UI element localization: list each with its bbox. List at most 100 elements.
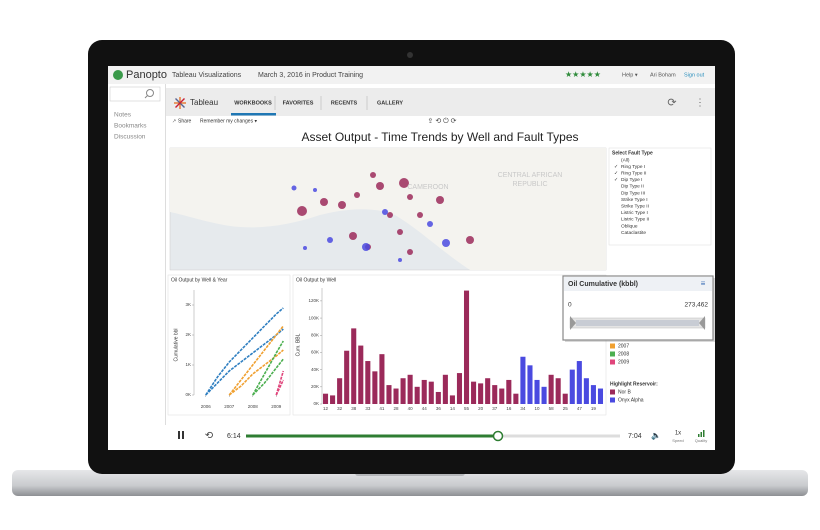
- map-label: CENTRAL AFRICAN: [498, 172, 563, 179]
- bar[interactable]: [322, 393, 329, 404]
- bar[interactable]: [478, 383, 484, 404]
- bar[interactable]: [435, 391, 441, 404]
- bar[interactable]: [449, 395, 455, 404]
- bar[interactable]: [421, 379, 427, 404]
- slider-handle[interactable]: [570, 316, 576, 330]
- bar[interactable]: [583, 378, 589, 404]
- x-tick-label: 10: [535, 406, 541, 411]
- laptop-base: [12, 470, 808, 496]
- bar[interactable]: [527, 365, 533, 404]
- bar[interactable]: [576, 361, 582, 404]
- refresh-button[interactable]: ⟳: [667, 97, 676, 109]
- bar[interactable]: [372, 371, 378, 404]
- bar[interactable]: [337, 378, 343, 404]
- bar[interactable]: [442, 374, 448, 404]
- speed-button[interactable]: 1x: [675, 431, 681, 437]
- help-menu[interactable]: Help ▾: [622, 72, 638, 78]
- toolbar-icons[interactable]: ⇪ ⟲ ⏻ ⟳: [428, 117, 457, 125]
- filter-option[interactable]: Dip Type II: [621, 184, 644, 190]
- tab[interactable]: RECENTS: [331, 100, 358, 106]
- filter-option[interactable]: Listric Type II: [621, 217, 649, 223]
- tableau-logo-icon: [174, 97, 186, 109]
- bar[interactable]: [456, 373, 463, 404]
- x-tick-label: 12: [323, 406, 329, 411]
- search-box[interactable]: [109, 86, 161, 102]
- bar[interactable]: [569, 369, 575, 404]
- bar[interactable]: [506, 379, 512, 404]
- filter-option[interactable]: Dip Type III: [621, 190, 645, 196]
- filter-option[interactable]: Ring Type II: [621, 170, 647, 176]
- filter-option[interactable]: Ring Type I: [621, 164, 645, 170]
- bar[interactable]: [393, 388, 399, 404]
- filter-option[interactable]: Cataclastite: [621, 230, 646, 236]
- more-button[interactable]: ⋮: [695, 98, 705, 109]
- progress-knob[interactable]: [492, 430, 504, 442]
- tab[interactable]: GALLERY: [377, 100, 403, 106]
- bar[interactable]: [590, 385, 596, 404]
- legend-label: Nor B: [618, 389, 631, 395]
- remember-changes[interactable]: Remember my changes ▾: [200, 118, 257, 124]
- bar[interactable]: [541, 386, 547, 404]
- tabs: WORKBOOKS FAVORITES RECENTS GALLERY: [231, 96, 403, 116]
- filter-option[interactable]: (All): [621, 157, 630, 163]
- x-tick-label: 36: [436, 406, 442, 411]
- bar[interactable]: [379, 354, 385, 404]
- bar[interactable]: [492, 385, 498, 404]
- sidebar-item[interactable]: Discussion: [114, 134, 146, 141]
- x-tick-label: 2006: [201, 404, 212, 409]
- legend-label: 2008: [618, 351, 629, 357]
- tab[interactable]: FAVORITES: [283, 100, 314, 106]
- bar[interactable]: [555, 378, 561, 404]
- slider-title: Oil Cumulative (kbbl): [568, 281, 638, 288]
- slider-handle[interactable]: [699, 316, 705, 330]
- rewind-button[interactable]: ⟲: [205, 431, 214, 442]
- map-point: [376, 182, 384, 190]
- y-tick-label: 40K: [311, 367, 319, 372]
- bar[interactable]: [358, 345, 364, 404]
- panopto-header: [108, 66, 715, 84]
- bar[interactable]: [597, 388, 604, 404]
- tableau-logo: Tableau: [190, 98, 218, 107]
- bar[interactable]: [485, 378, 491, 404]
- bar[interactable]: [386, 385, 392, 404]
- bar[interactable]: [330, 395, 336, 404]
- quality-icon[interactable]: [698, 430, 705, 437]
- line-chart-title: Oil Output by Well & Year: [171, 277, 228, 283]
- map-point: [382, 209, 388, 215]
- bar[interactable]: [400, 378, 406, 404]
- line: [252, 358, 284, 396]
- filter-option[interactable]: Dip Type I: [621, 177, 643, 183]
- bar[interactable]: [428, 381, 434, 404]
- bar[interactable]: [499, 388, 505, 404]
- legend-swatch: [610, 359, 615, 365]
- sidebar-item[interactable]: Bookmarks: [114, 123, 147, 130]
- filter-option[interactable]: Strike Type II: [621, 203, 649, 209]
- bar[interactable]: [344, 350, 350, 404]
- pause-button[interactable]: [178, 431, 180, 439]
- bar[interactable]: [414, 386, 420, 404]
- bar[interactable]: [513, 393, 519, 404]
- slider-menu[interactable]: ≡: [701, 279, 706, 288]
- share-button[interactable]: Share: [178, 118, 192, 124]
- bar[interactable]: [534, 379, 540, 404]
- filter-option[interactable]: Listric Type I: [621, 210, 648, 216]
- line-chart-y-label: Cumulative bbl: [173, 328, 179, 361]
- sign-out[interactable]: Sign out: [684, 72, 705, 78]
- volume-button[interactable]: 🔈: [651, 431, 661, 440]
- bar[interactable]: [365, 361, 371, 404]
- bar[interactable]: [463, 290, 470, 404]
- sidebar-item[interactable]: Notes: [114, 112, 132, 119]
- bar[interactable]: [520, 356, 526, 404]
- bar[interactable]: [351, 328, 357, 404]
- tab[interactable]: WORKBOOKS: [234, 100, 272, 106]
- rating[interactable]: ★★★★★: [565, 70, 601, 79]
- filter-option[interactable]: Oblique: [621, 223, 638, 229]
- bar[interactable]: [562, 393, 568, 404]
- bar[interactable]: [548, 374, 554, 404]
- bar[interactable]: [407, 374, 413, 404]
- x-tick-label: 28: [394, 406, 400, 411]
- y-tick-label: 2K: [185, 332, 191, 337]
- session-title[interactable]: Tableau Visualizations: [172, 72, 242, 79]
- filter-option[interactable]: Strike Type I: [621, 197, 648, 203]
- bar[interactable]: [471, 381, 477, 404]
